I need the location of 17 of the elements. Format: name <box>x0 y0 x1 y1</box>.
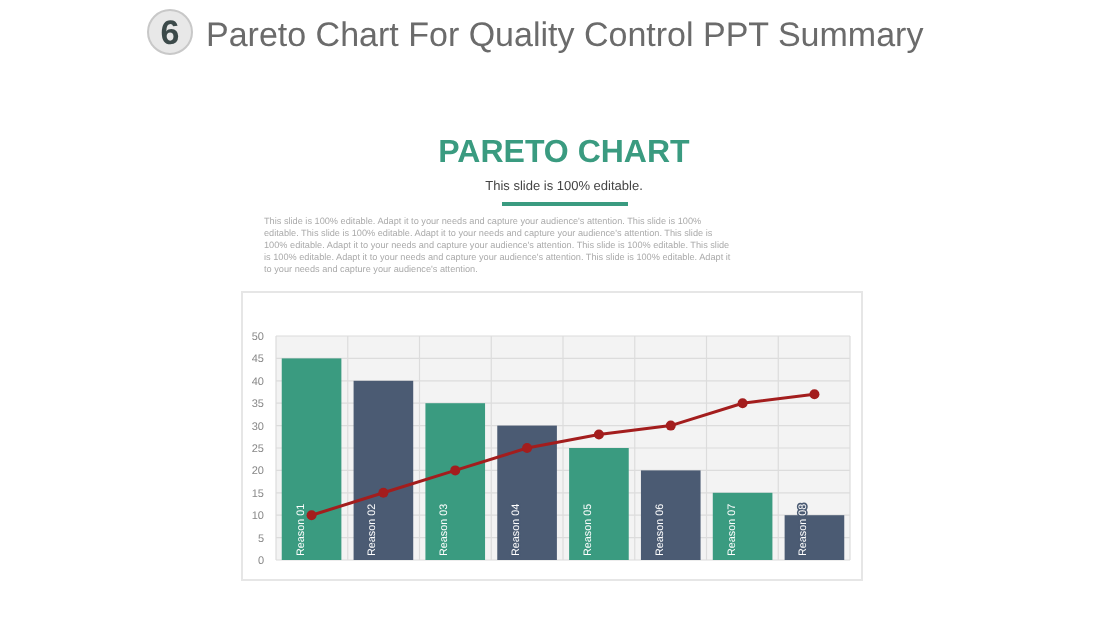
bar <box>569 448 629 560</box>
chart-title: Pareto Chart For Quality Control PPT Summary <box>206 16 925 54</box>
bar <box>497 425 557 560</box>
bar <box>353 380 414 560</box>
point <box>809 389 820 400</box>
point <box>522 443 533 453</box>
point <box>306 510 317 521</box>
bar <box>640 470 701 560</box>
point <box>737 398 748 409</box>
point <box>450 465 461 476</box>
point <box>665 420 676 431</box>
bar <box>281 358 342 560</box>
number-badge-icon: 6 <box>147 9 193 55</box>
chart-subtitle: PARETO CHART <box>438 136 691 170</box>
point <box>593 429 604 440</box>
bar <box>425 403 486 560</box>
point <box>378 487 389 498</box>
